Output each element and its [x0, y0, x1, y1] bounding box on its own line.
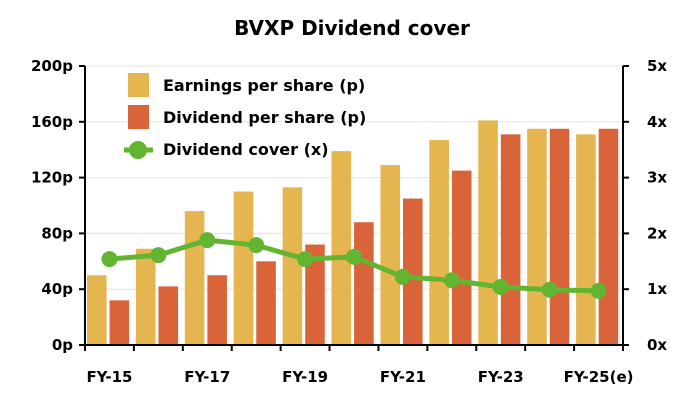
legend-label: Earnings per share (p) — [163, 76, 365, 95]
cover-point — [248, 237, 265, 254]
eps-bar — [380, 165, 401, 345]
legend-label: Dividend per share (p) — [163, 108, 366, 127]
right-axis-tick-label: 4x — [647, 113, 667, 131]
legend-label: Dividend cover (x) — [163, 140, 329, 159]
dps-bar — [451, 170, 472, 345]
x-axis-tick-label: FY-17 — [184, 368, 230, 386]
eps-bar — [576, 134, 596, 345]
cover-point — [297, 251, 314, 268]
left-axis-tick-label: 160p — [31, 113, 73, 131]
x-axis-tick-label: FY-21 — [380, 368, 426, 386]
eps-bar — [87, 275, 107, 345]
dps-bar — [403, 198, 423, 345]
legend: Earnings per share (p) Dividend per share… — [124, 73, 366, 159]
legend-swatch — [128, 73, 149, 97]
eps-bar — [233, 191, 254, 345]
eps-bar — [184, 211, 205, 345]
x-axis-tick-label: FY-23 — [478, 368, 524, 386]
right-axis-tick-label: 3x — [647, 169, 667, 187]
x-axis-tick-label: FY-19 — [282, 368, 328, 386]
cover-point — [590, 282, 607, 299]
legend-marker — [129, 141, 147, 159]
cover-point — [541, 281, 558, 298]
cover-point — [346, 248, 362, 265]
x-axis-tick-label: FY-15 — [86, 368, 132, 386]
cover-point — [492, 278, 509, 295]
x-axis-tick-label: FY-25(e) — [564, 368, 634, 386]
dps-bar — [500, 134, 521, 345]
right-axis-tick-label: 2x — [647, 224, 667, 242]
eps-bar — [527, 128, 547, 345]
right-axis-tick-label: 0x — [647, 336, 667, 354]
left-axis-tick-label: 200p — [31, 57, 73, 75]
cover-point — [199, 232, 216, 249]
cover-point — [150, 247, 167, 264]
cover-point — [443, 272, 460, 289]
dps-bar — [256, 261, 276, 345]
right-axis-tick-label: 5x — [647, 57, 667, 75]
right-axis-tick-label: 1x — [647, 280, 667, 298]
dps-bar — [549, 128, 570, 345]
left-axis-tick-label: 120p — [31, 169, 73, 187]
cover-line-path — [109, 237, 599, 294]
dps-bar — [305, 244, 325, 345]
cover-point — [394, 268, 411, 285]
axes: 0p 40p 80p 120p 160p 200p 0x 1x 2x 3x 4x 5x FY-15 FY-… — [31, 57, 667, 386]
left-axis-tick-label: 40p — [41, 280, 73, 298]
cover-point — [101, 251, 118, 268]
eps-bar — [478, 120, 498, 345]
cover-line — [101, 232, 607, 299]
chart-title: BVXP Dividend cover — [234, 16, 470, 40]
left-axis-tick-label: 0p — [52, 336, 73, 354]
dps-bar — [207, 275, 227, 345]
legend-swatch — [128, 105, 149, 129]
eps-bar — [135, 248, 156, 345]
dps-bar — [354, 222, 374, 345]
left-axis-tick-label: 80p — [41, 224, 73, 242]
dps-bar — [598, 128, 619, 345]
eps-bar — [282, 187, 303, 345]
dps-bar — [109, 300, 130, 345]
dps-bar — [158, 286, 179, 345]
eps-bar — [331, 151, 352, 345]
eps-bar — [429, 139, 449, 345]
